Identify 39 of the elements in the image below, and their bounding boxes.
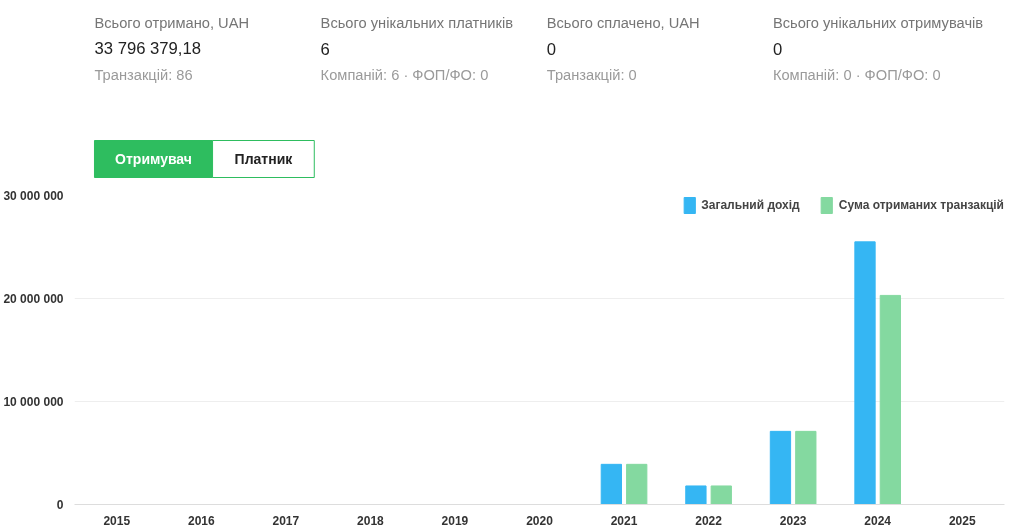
text: Всього унікальних платників (320, 14, 514, 31)
x-tick-label: 2022 (695, 513, 723, 528)
bar (710, 485, 732, 505)
text: Платник (234, 150, 294, 167)
x-tick-label: 2016 (187, 513, 215, 528)
legend-label: Сума отриманих транзакцій (838, 198, 1004, 212)
x-tick-label: 2025 (948, 513, 976, 528)
bar (626, 463, 648, 505)
x-tick-label: 2019 (441, 513, 469, 528)
text: 0 (546, 39, 557, 59)
text: Компаній: 6 · ФОП/ФО: 0 (320, 66, 489, 83)
bar (795, 430, 817, 505)
text: Отримувач (115, 150, 192, 167)
x-tick-label: 2021 (610, 513, 638, 528)
text: Всього унікальних отримувачів (772, 14, 984, 31)
text: 0 (772, 39, 783, 59)
legend-label: Загальний дохід (701, 198, 800, 212)
x-tick-label: 2018 (357, 513, 385, 528)
x-tick-label: 2015 (103, 513, 131, 528)
text: Компаній: 0 · ФОП/ФО: 0 (772, 66, 941, 83)
text: Транзакцій: 86 (94, 66, 193, 83)
bar (769, 430, 792, 505)
x-tick-label: 2017 (272, 513, 300, 528)
x-tick-label: 2020 (526, 513, 554, 528)
x-tick-label: 2023 (779, 513, 807, 528)
bar (854, 241, 876, 505)
text: Всього отримано, UAH (94, 14, 250, 31)
text: Всього сплачено, UAH (546, 14, 700, 31)
text: Транзакцій: 0 (546, 66, 637, 83)
y-tick-label: 0 (56, 497, 64, 512)
bar (685, 485, 707, 505)
y-tick-label: 30 000 000 (3, 188, 64, 203)
y-tick-label: 10 000 000 (3, 394, 64, 409)
x-tick-label: 2024 (864, 513, 892, 528)
y-tick-label: 20 000 000 (3, 291, 64, 306)
text: 6 (320, 39, 330, 59)
bar (600, 463, 623, 505)
text: 33 796 379,18 (94, 39, 202, 58)
bar (879, 294, 902, 505)
